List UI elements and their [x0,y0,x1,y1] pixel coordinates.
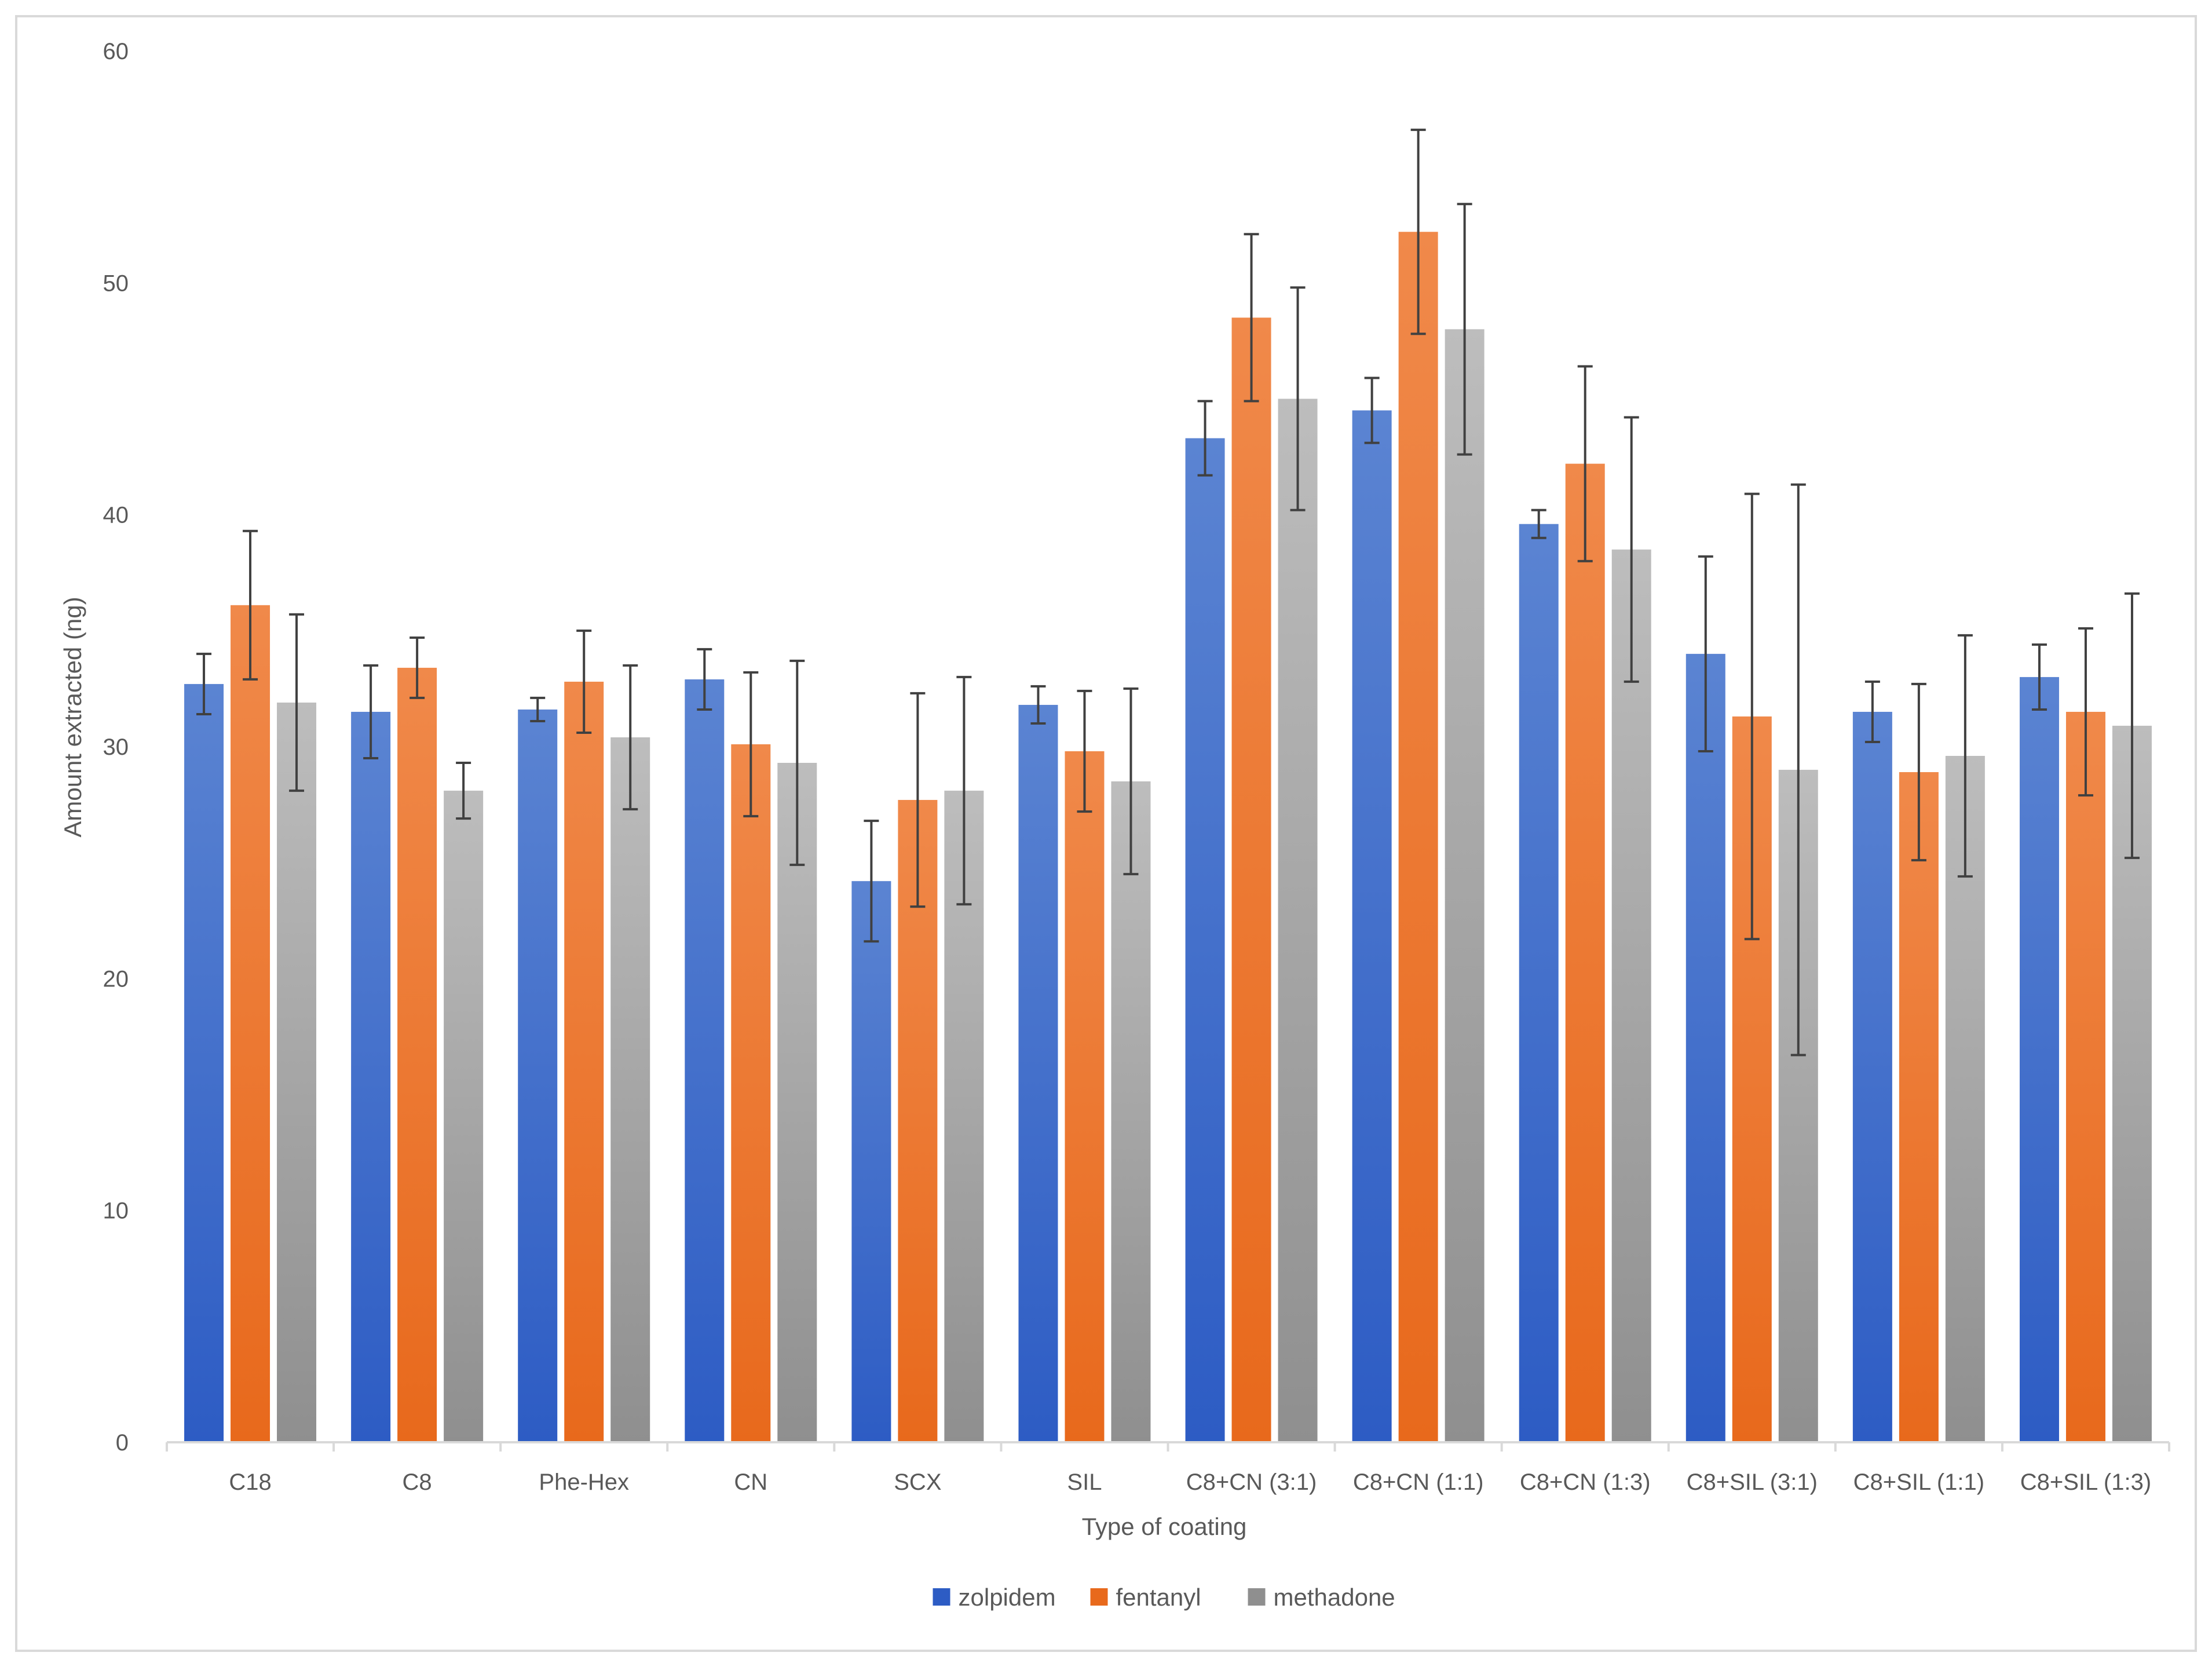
legend-swatch-methadone [1248,1588,1266,1606]
y-tick-label: 40 [103,503,129,528]
x-tick-label: Phe-Hex [539,1469,629,1495]
bar-fentanyl [2065,711,2105,1442]
bar-zolpidem [1352,410,1392,1443]
x-tick-label: SIL [1067,1469,1102,1495]
legend-label-zolpidem: zolpidem [959,1584,1056,1611]
bar-zolpidem [1685,653,1725,1442]
bar-zolpidem [184,683,224,1442]
error-bars [196,129,2140,1057]
bar-fentanyl [1231,317,1271,1443]
y-axis-title: Amount extracted (ng) [59,597,86,838]
y-tick-label: 30 [103,734,129,760]
bar-fentanyl [1565,463,1605,1443]
x-axis-title: Type of coating [1082,1513,1247,1540]
x-tick-label: C8+CN (1:1) [1353,1469,1484,1495]
bar-zolpidem [2019,677,2059,1442]
x-tick-label: C8 [403,1469,432,1495]
legend-label-fentanyl: fentanyl [1116,1584,1201,1611]
bar-methadone [777,763,817,1442]
y-tick-label: 50 [103,270,129,296]
y-axis-ticks: 0 10 20 30 40 50 60 [103,39,129,1456]
x-tick-label: CN [734,1469,767,1495]
bar-methadone [1278,399,1318,1442]
bar-zolpidem [1519,524,1559,1443]
legend-swatch-fentanyl [1090,1588,1108,1606]
bar-methadone [277,702,317,1442]
legend-label-methadone: methadone [1274,1584,1395,1611]
bar-fentanyl [231,605,270,1442]
x-tick-label: C8+CN (3:1) [1186,1469,1317,1495]
bar-zolpidem [1018,704,1058,1442]
bar-fentanyl [1899,772,1939,1442]
bar-groups [184,232,2152,1443]
x-tick-label: SCX [894,1469,941,1495]
x-tick-label: C8+SIL (1:3) [2020,1469,2151,1495]
bar-zolpidem [1852,711,1892,1442]
bar-zolpidem [518,709,558,1442]
bar-zolpidem [851,881,891,1442]
x-tick-label: C8+CN (1:3) [1520,1469,1651,1495]
bar-methadone [610,737,650,1442]
bar-fentanyl [1065,751,1105,1442]
y-tick-label: 20 [103,966,129,992]
x-tick-label: C8+SIL (3:1) [1687,1469,1818,1495]
x-axis-ticks: C18 C8 Phe-Hex CN SCX SIL C8+CN (3:1) C8+CN (1:… [166,1442,2170,1495]
bar-methadone [1445,329,1485,1442]
bar-fentanyl [564,681,604,1442]
bar-methadone [1111,781,1151,1442]
x-tick-label: C18 [229,1469,271,1495]
bar-zolpidem [1185,438,1225,1442]
bar-methadone [1611,549,1651,1442]
bar-zolpidem [351,711,391,1442]
y-tick-label: 0 [116,1430,129,1456]
bar-zolpidem [685,679,725,1442]
y-tick-label: 60 [103,39,129,64]
y-tick-label: 10 [103,1198,129,1224]
bar-methadone [444,791,484,1442]
legend-swatch-zolpidem [933,1588,950,1606]
bar-fentanyl [397,667,437,1442]
bar-fentanyl [1398,232,1438,1442]
bar-fentanyl [731,744,771,1442]
legend: zolpidem fentanyl methadone [933,1584,1395,1611]
x-tick-label: C8+SIL (1:1) [1853,1469,1984,1495]
